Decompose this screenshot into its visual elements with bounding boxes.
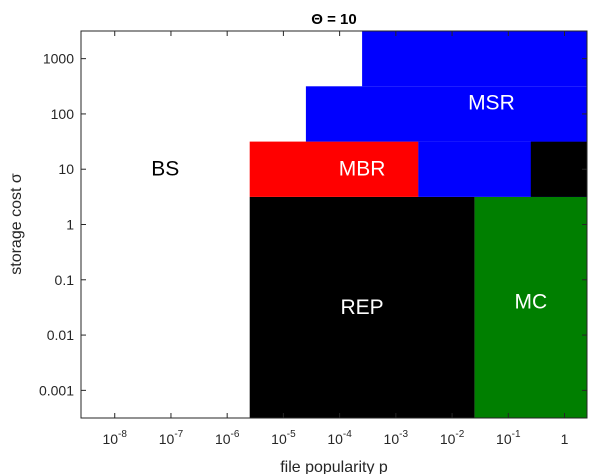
region-rep [249,196,475,418]
y-tick-label: 100 [51,106,75,122]
x-tick-label: 10-1 [496,429,521,447]
y-tick-label: 0.01 [47,327,74,343]
x-tick-label: 10-2 [440,429,465,447]
y-tick-label: 10 [58,161,74,177]
region-label-msr: MSR [468,91,515,114]
x-axis-label: file popularity p [280,459,388,474]
region-msr [362,31,587,87]
region-mc [474,196,587,418]
y-tick-label: 0.001 [39,382,74,398]
region-label-bs: BS [151,158,179,181]
x-tick-label: 10-5 [271,429,296,447]
y-tick-label: 1000 [43,51,74,67]
x-tick-label: 1 [561,431,569,447]
x-tick-label: 10-4 [327,429,352,447]
region-label-rep: REP [341,296,384,319]
chart-title: Θ = 10 [311,11,356,28]
region-black [530,141,587,197]
y-tick-label: 1 [66,217,74,233]
region-label-mc: MC [514,290,547,313]
y-axis-label: storage cost σ [8,173,25,275]
region-mbr [249,141,419,197]
y-tick-label: 0.1 [55,272,75,288]
x-tick-label: 10-3 [384,429,409,447]
region-msr [305,86,587,142]
x-tick-label: 10-6 [215,429,240,447]
region-label-mbr: MBR [339,158,386,181]
x-tick-label: 10-8 [102,429,127,447]
x-tick-label: 10-7 [159,429,184,447]
